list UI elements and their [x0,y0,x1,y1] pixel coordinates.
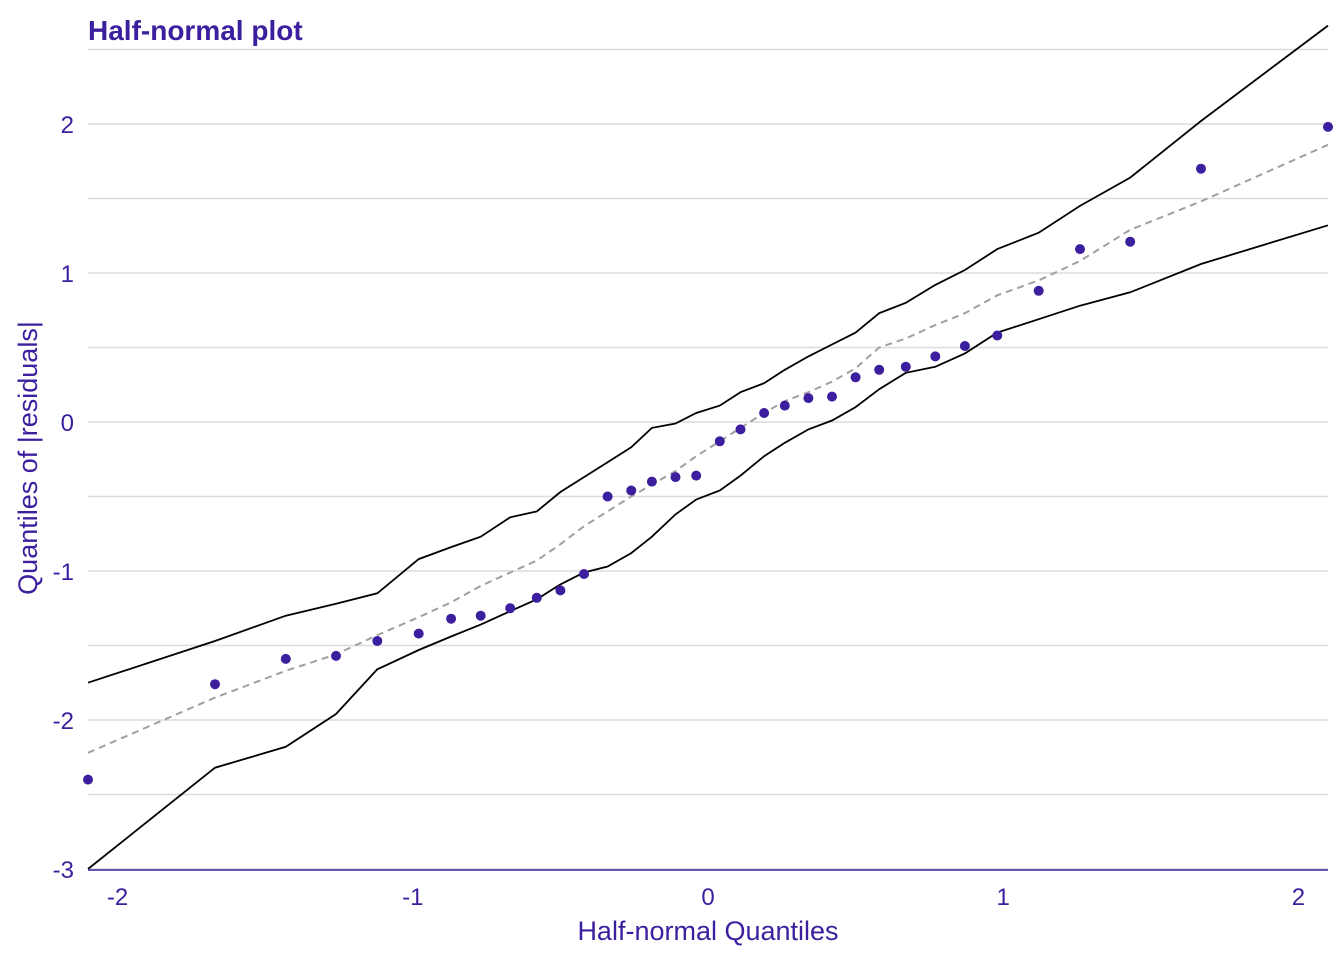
data-point [759,408,770,418]
data-point [83,774,93,785]
y-tick-label: 0 [61,410,74,437]
data-point [1323,121,1333,132]
residual-points [83,121,1333,785]
data-point [555,585,566,596]
data-point [714,436,725,447]
x-tick-label: -1 [402,884,423,911]
lower-envelope-line [87,224,1329,870]
data-point [874,364,885,375]
y-tick-label: -2 [53,708,74,735]
data-point [1196,163,1206,174]
data-point [646,476,657,487]
data-point [626,485,637,496]
data-point [475,610,486,621]
data-point [959,341,970,351]
data-point [210,679,220,690]
y-tick-label: -1 [53,559,74,586]
data-point [413,628,424,639]
data-point [446,613,457,624]
data-point [803,393,814,404]
y-tick-label: 1 [61,261,74,288]
y-axis-label: Quantiles of |residuals| [13,321,43,595]
chart-title: Half-normal plot [88,15,303,46]
data-point [827,391,837,402]
data-point [1125,236,1136,247]
data-point [1075,244,1085,255]
data-point [735,424,746,435]
data-point [900,361,911,372]
x-tick-label: 0 [701,884,714,911]
data-point [930,351,941,362]
y-tick-label: 2 [61,112,74,139]
x-tick-label: 2 [1292,884,1305,911]
x-axis-label: Half-normal Quantiles [577,916,838,946]
data-point [331,650,341,661]
data-point [505,603,516,614]
x-tick-label: -2 [107,884,128,911]
data-point [992,330,1003,341]
data-point [579,569,589,579]
median-line [87,143,1329,754]
data-point [850,372,861,383]
envelope-lines [87,24,1329,870]
data-point [779,400,790,411]
gridlines [88,48,1328,870]
y-axis-ticks: -3 -2 -1 0 1 2 [53,112,74,884]
data-point [691,470,702,481]
data-point [372,636,383,646]
data-point [280,653,291,664]
x-tick-label: 1 [997,884,1010,911]
data-point [602,491,613,502]
x-axis-ticks: -2 -1 0 1 2 [107,884,1305,911]
data-point [1033,285,1044,296]
data-point [670,472,681,483]
y-tick-label: -3 [53,857,74,884]
upper-envelope-line [87,24,1329,684]
data-point [531,592,542,603]
